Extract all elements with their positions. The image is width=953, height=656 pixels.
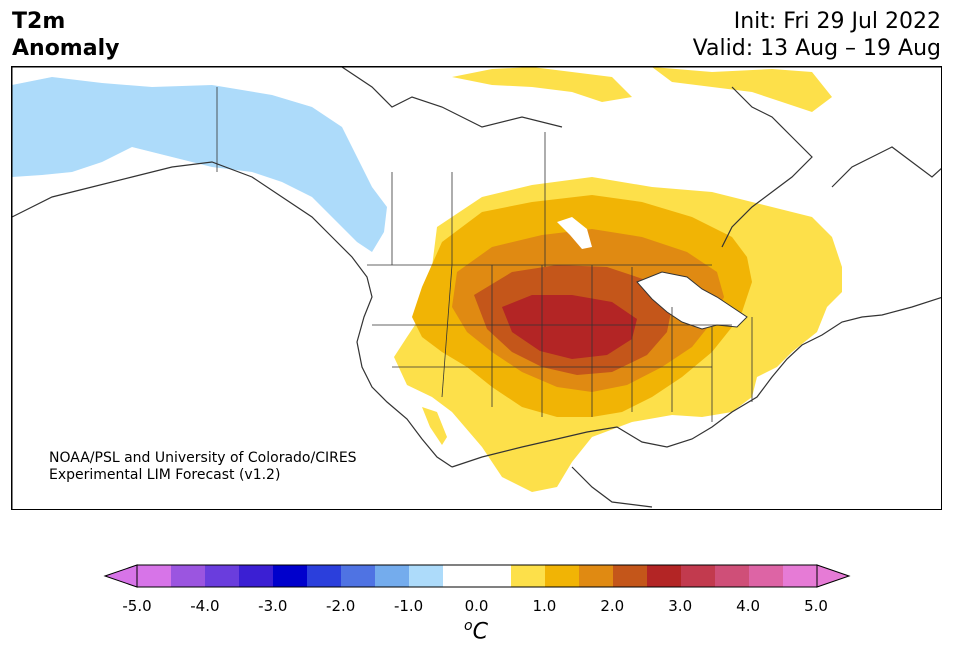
- colorbar-min-arrow: [103, 564, 138, 588]
- colorbar-bin: [409, 565, 444, 587]
- colorbar-bin: [681, 565, 716, 587]
- political-borders: [216, 87, 753, 422]
- map-panel: [11, 66, 942, 510]
- colorbar-bin: [205, 565, 240, 587]
- colorbar-bin: [579, 565, 614, 587]
- colorbar-tick-label: 2.0: [600, 597, 625, 615]
- colorbar-bin: [715, 565, 750, 587]
- warm-anomaly-baja: [422, 407, 447, 445]
- colorbar-bin: [137, 565, 172, 587]
- colorbar-bin: [375, 565, 410, 587]
- colorbar-bin: [443, 565, 478, 587]
- credit-text: NOAA/PSL and University of Colorado/CIRE…: [49, 450, 357, 484]
- warm-anomaly-arctic: [452, 67, 632, 102]
- warm-anomaly-level-5: [502, 295, 637, 359]
- colorbar-tick-label: 1.0: [532, 597, 557, 615]
- valid-date: Valid: 13 Aug – 19 Aug: [692, 36, 941, 61]
- colorbar-bin: [341, 565, 376, 587]
- colorbar-max-arrow: [816, 564, 851, 588]
- colorbar-unit-letter: C: [472, 619, 488, 645]
- title-line-1: T2m: [12, 9, 66, 34]
- cold-anomaly-region: [12, 77, 387, 252]
- map-title: T2m Anomaly: [12, 8, 119, 62]
- credit-line-1: NOAA/PSL and University of Colorado/CIRE…: [49, 450, 357, 466]
- coastlines: [12, 67, 941, 508]
- anomaly-map: [12, 67, 941, 509]
- colorbar-tick-label: 0.0: [464, 597, 489, 615]
- colorbar-unit-prefix: o: [464, 618, 473, 634]
- colorbar-bin: [307, 565, 342, 587]
- colorbar-bin: [749, 565, 784, 587]
- credit-line-2: Experimental LIM Forecast (v1.2): [49, 467, 281, 483]
- colorbar-graphic: [103, 564, 851, 588]
- colorbar-bin: [545, 565, 580, 587]
- colorbar-tick-label: -4.0: [190, 597, 220, 615]
- colorbar-outline: [136, 564, 818, 588]
- colorbar-bin: [511, 565, 546, 587]
- colorbar-tick-label: -3.0: [258, 597, 288, 615]
- colorbar: -5.0 -4.0 -3.0 -2.0 -1.0 0.0 1.0 2.0 3.0 4.0 5.0 o…: [0, 560, 953, 656]
- colorbar-bin: [647, 565, 682, 587]
- colorbar-tick-label: 5.0: [804, 597, 828, 615]
- warm-anomaly-arctic-east: [652, 67, 832, 112]
- title-line-2: Anomaly: [12, 36, 120, 61]
- colorbar-bin: [273, 565, 308, 587]
- colorbar-tick-label: 3.0: [668, 597, 693, 615]
- colorbar-tick-label: -1.0: [393, 597, 424, 615]
- colorbar-unit: oC: [464, 618, 488, 644]
- lake-winnipeg: [557, 217, 592, 249]
- colorbar-bin: [171, 565, 206, 587]
- colorbar-tick-label: -2.0: [326, 597, 356, 615]
- colorbar-tick-label: -5.0: [122, 597, 152, 615]
- colorbar-bin: [477, 565, 512, 587]
- colorbar-bin: [239, 565, 274, 587]
- colorbar-tick-label: 4.0: [736, 597, 761, 615]
- colorbar-bin: [783, 565, 818, 587]
- great-lakes: [636, 271, 748, 330]
- forecast-dates: Init: Fri 29 Jul 2022 Valid: 13 Aug – 19…: [693, 8, 941, 62]
- init-date: Init: Fri 29 Jul 2022: [733, 9, 941, 34]
- colorbar-bin: [613, 565, 648, 587]
